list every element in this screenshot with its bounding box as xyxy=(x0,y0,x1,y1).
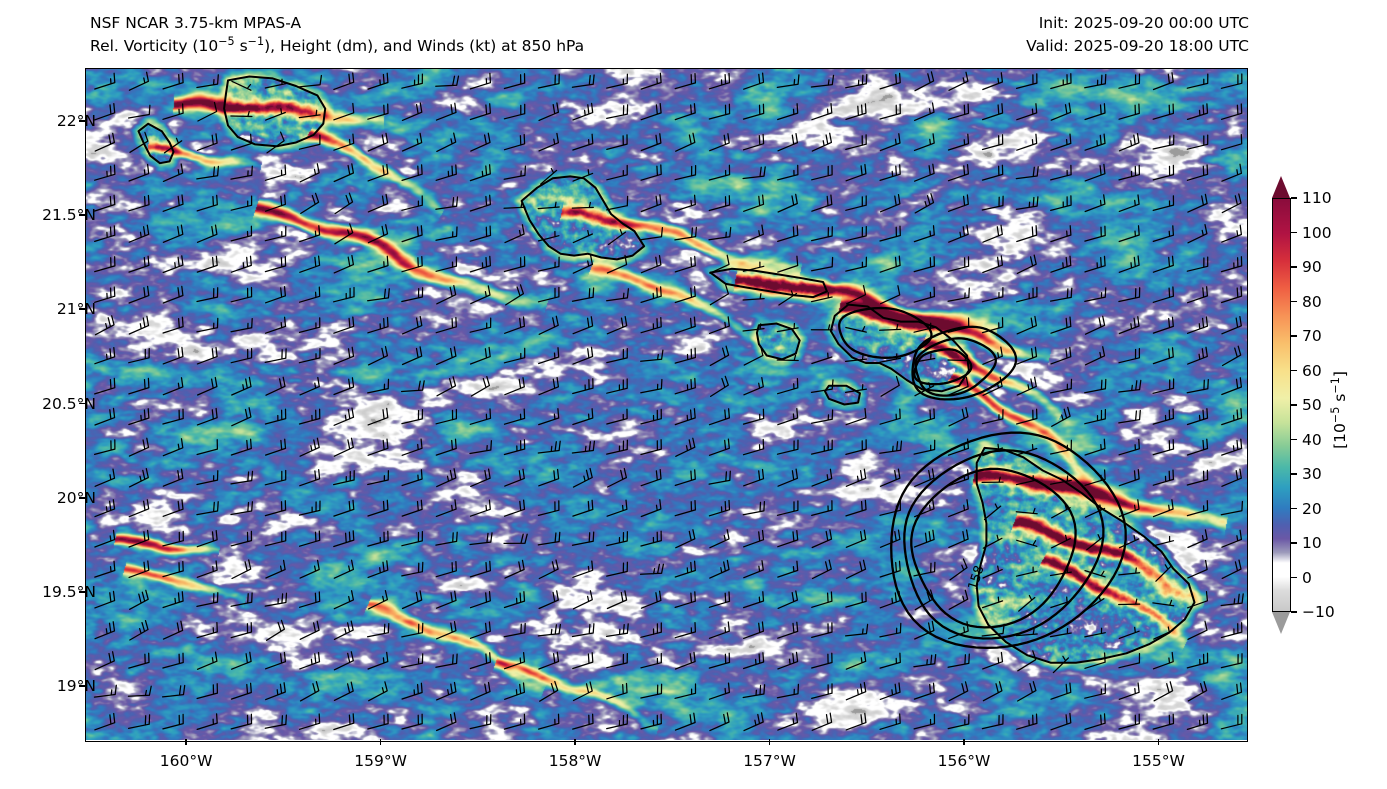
colorbar-tick-mark xyxy=(1291,542,1297,544)
y-axis-tick-label: 20°N xyxy=(56,488,96,507)
colorbar-tick-mark xyxy=(1291,231,1297,234)
colorbar-title: [10−5 s−1] xyxy=(1328,371,1349,449)
y-axis-tick-mark xyxy=(79,685,85,688)
colorbar-tick-mark xyxy=(1291,576,1297,579)
y-axis-tick-label: 21.5°N xyxy=(42,206,96,225)
y-axis-tick-label: 22°N xyxy=(56,111,96,130)
x-axis-tick-mark xyxy=(379,739,382,745)
colorbar-tick-mark xyxy=(1291,197,1297,199)
colorbar-tick-mark xyxy=(1291,473,1297,475)
colorbar-tick-label: −10 xyxy=(1302,603,1335,621)
colorbar-tick-mark xyxy=(1291,266,1297,268)
valid-time: Valid: 2025-09-20 18:00 UTC xyxy=(1026,37,1249,55)
colorbar-tick-mark xyxy=(1291,335,1297,337)
y-axis-tick-mark xyxy=(79,119,85,122)
colorbar-tick-label: 50 xyxy=(1302,396,1322,414)
vorticity-raster xyxy=(86,69,1247,740)
y-axis-tick-mark xyxy=(79,402,85,405)
x-axis-tick-mark xyxy=(1157,739,1160,745)
x-axis-tick-mark xyxy=(768,739,771,745)
colorbar-gradient xyxy=(1272,198,1291,612)
colorbar: 110 100 90 80 70 60 50 40 30 20 10 0 −10 xyxy=(1272,176,1335,634)
y-axis-tick-label: 20.5°N xyxy=(42,394,96,413)
x-axis-tick-label: 157°W xyxy=(743,752,796,770)
y-axis-tick-label: 19.5°N xyxy=(42,582,96,601)
model-name: NSF NCAR 3.75-km MPAS-A xyxy=(90,14,302,32)
init-time: Init: 2025-09-20 00:00 UTC xyxy=(1038,14,1249,32)
colorbar-tick-mark xyxy=(1291,611,1297,613)
x-axis-tick-label: 160°W xyxy=(159,752,213,770)
colorbar-tick-mark xyxy=(1291,404,1297,406)
colorbar-tick-label: 80 xyxy=(1302,292,1322,311)
colorbar-under-arrow xyxy=(1272,612,1290,634)
colorbar-tick-label: 90 xyxy=(1302,258,1322,276)
colorbar-over-arrow xyxy=(1272,176,1290,198)
x-axis-tick-mark xyxy=(574,739,576,745)
y-axis-tick-label: 21°N xyxy=(56,300,96,319)
figure-title-right: Init: 2025-09-20 00:00 UTC Valid: 2025-0… xyxy=(1026,12,1249,58)
colorbar-tick-mark xyxy=(1291,507,1297,510)
colorbar-tick-label: 60 xyxy=(1302,361,1322,380)
x-axis-tick-label: 155°W xyxy=(1132,752,1185,770)
y-axis-tick-mark xyxy=(79,308,85,311)
colorbar-tick-mark xyxy=(1291,300,1297,303)
colorbar-tick-label: 110 xyxy=(1302,189,1332,207)
x-axis-tick-mark xyxy=(185,739,187,745)
y-axis-tick-mark xyxy=(79,496,85,499)
y-axis-tick-mark xyxy=(79,591,85,593)
colorbar-tick-label: 100 xyxy=(1302,223,1332,242)
x-axis-tick-label: 158°W xyxy=(548,752,602,770)
map-plot-area: 158 xyxy=(85,68,1248,742)
colorbar-tick-label: 0 xyxy=(1302,568,1312,587)
colorbar-tick-label: 20 xyxy=(1302,499,1322,518)
x-axis-tick-mark xyxy=(963,739,965,745)
y-axis-tick-label: 19°N xyxy=(56,677,96,696)
colorbar-tick-mark xyxy=(1291,438,1297,441)
colorbar-tick-mark xyxy=(1291,369,1297,372)
colorbar-tick-label: 10 xyxy=(1302,534,1322,552)
field-description: Rel. Vorticity (10−5 s−1), Height (dm), … xyxy=(90,34,585,55)
y-axis-tick-mark xyxy=(79,214,85,216)
colorbar-tick-label: 40 xyxy=(1302,430,1322,449)
figure-title-left: NSF NCAR 3.75-km MPAS-A Rel. Vorticity (… xyxy=(90,12,584,58)
x-axis-tick-label: 156°W xyxy=(937,752,991,770)
colorbar-tick-label: 70 xyxy=(1302,327,1322,345)
x-axis-tick-label: 159°W xyxy=(354,752,407,770)
colorbar-tick-label: 30 xyxy=(1302,465,1322,483)
